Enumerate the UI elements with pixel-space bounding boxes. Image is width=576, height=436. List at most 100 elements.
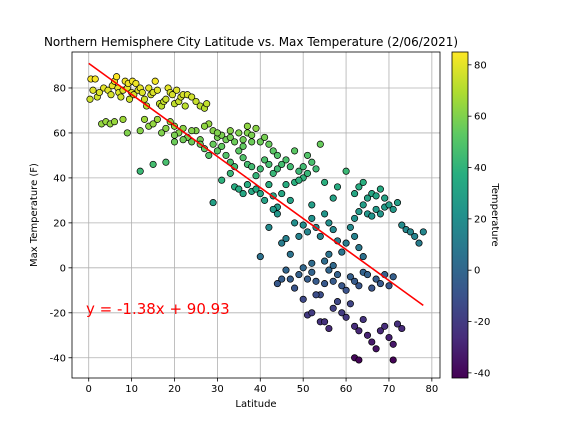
scatter-point (256, 165, 264, 173)
scatter-point (252, 124, 260, 132)
scatter-point (282, 235, 290, 243)
scatter-point (308, 268, 316, 276)
scatter-point (312, 291, 320, 299)
x-tick-label: 50 (297, 384, 310, 395)
scatter-point (398, 221, 406, 229)
scatter-point (346, 273, 354, 281)
colorbar-tick-label: 40 (474, 163, 487, 174)
scatter-point (278, 190, 286, 198)
regression-line (88, 62, 424, 307)
scatter-point (86, 95, 94, 103)
scatter-point (355, 183, 363, 191)
x-tick-label: 70 (383, 384, 396, 395)
scatter-point (385, 333, 393, 342)
scatter-point (162, 158, 170, 166)
scatter-point (278, 239, 286, 247)
scatter-point (261, 196, 269, 204)
scatter-point (291, 284, 299, 292)
scatter-point (368, 212, 376, 220)
scatter-point (355, 327, 363, 335)
scatter-point (181, 102, 189, 110)
scatter-point (355, 356, 363, 364)
scatter-point (398, 324, 406, 333)
scatter-point (299, 163, 307, 171)
scatter-point (243, 181, 251, 189)
scatter-point (140, 95, 149, 103)
colorbar-ticks: -40 -20 0 20 40 60 80 (468, 60, 490, 379)
scatter-point (389, 340, 397, 348)
scatter-point (119, 115, 127, 123)
scatter-point (372, 345, 380, 353)
scatter-point (338, 248, 346, 256)
scatter-point (170, 131, 179, 139)
scatter-point (321, 280, 329, 288)
scatter-point (325, 250, 333, 258)
scatter-point (355, 282, 363, 290)
scatter-point (385, 201, 393, 209)
scatter-point (359, 201, 367, 209)
scatter-point (393, 320, 402, 328)
scatter-point (235, 185, 243, 193)
scatter-point (393, 199, 402, 207)
scatter-point (162, 95, 170, 103)
x-axis-label: Latitude (235, 399, 276, 410)
scatter-point (222, 151, 230, 159)
scatter-point (381, 322, 389, 330)
scatter-point (248, 131, 256, 139)
scatter-point (308, 309, 316, 317)
scatter-point (273, 165, 281, 173)
scatter-point (351, 232, 359, 240)
scatter-point (316, 232, 324, 240)
scatter-point (107, 91, 115, 99)
scatter-point (252, 172, 260, 180)
scatter-point (376, 210, 384, 218)
scatter-point (286, 275, 294, 283)
scatter-point (239, 190, 247, 198)
scatter-point (265, 181, 273, 189)
scatter-point (303, 275, 312, 283)
scatter-point (342, 239, 350, 247)
scatter-point (162, 124, 170, 132)
scatter-point (243, 122, 251, 130)
scatter-point (269, 169, 277, 177)
scatter-point (346, 223, 354, 231)
x-axis-ticks: 0 10 20 30 40 50 60 70 80 (86, 378, 438, 395)
x-tick-label: 60 (340, 384, 353, 395)
x-tick-label: 80 (425, 384, 438, 395)
scatter-point (299, 264, 307, 272)
scatter-point (333, 271, 342, 279)
scatter-point (389, 273, 397, 281)
scatter-point (168, 91, 176, 99)
scatter-point (295, 176, 303, 184)
colorbar-tick-label: 60 (474, 112, 487, 123)
scatter-point (368, 284, 376, 292)
scatter-point (419, 228, 427, 236)
scatter-point (342, 167, 350, 175)
scatter-point (265, 160, 273, 168)
scatter-point (282, 181, 290, 189)
scatter-point (136, 167, 144, 175)
scatter-point (321, 257, 329, 265)
scatter-point (372, 205, 380, 213)
scatter-point (273, 280, 281, 288)
colorbar (451, 51, 469, 379)
x-tick-label: 10 (125, 384, 138, 395)
scatter-point (333, 183, 342, 191)
scatter-point (415, 239, 423, 247)
scatter-point (406, 228, 414, 236)
y-tick-label: 20 (53, 218, 66, 229)
scatter-point (359, 253, 367, 261)
scatter-point (149, 160, 157, 168)
x-tick-label: 20 (168, 384, 181, 395)
scatter-point (329, 304, 337, 312)
scatter-point (256, 190, 264, 198)
x-tick-label: 0 (86, 384, 92, 395)
scatter-point (145, 84, 153, 92)
scatter-point (151, 77, 159, 85)
y-axis-ticks: -40 -20 0 20 40 60 80 (50, 83, 72, 364)
scatter-point (329, 226, 337, 234)
scatter-point (273, 210, 281, 218)
scatter-point (308, 158, 316, 166)
scatter-point (303, 169, 312, 177)
